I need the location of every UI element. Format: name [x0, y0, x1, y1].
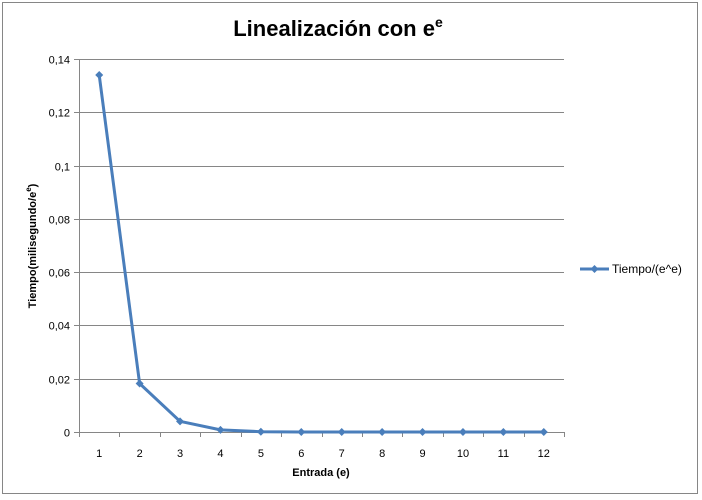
y-axis-title: Tiempo(milisegundo/ee) [24, 183, 39, 308]
series-line [97, 74, 544, 434]
x-tick-label: 11 [498, 448, 509, 460]
data-point-marker [418, 428, 427, 436]
y-tick-labels: 0 0,02 0,04 0,06 0,08 0,1 0,12 0,14 [49, 55, 70, 440]
data-point-marker [539, 428, 548, 436]
x-tick-label: 9 [419, 448, 425, 460]
legend-label: Tiempo/(e^e) [612, 262, 682, 276]
data-point-marker [458, 428, 467, 436]
legend: Tiempo/(e^e) [580, 262, 682, 276]
y-tick-label: 0,06 [49, 268, 70, 280]
chart-title-superscript: e [435, 14, 443, 30]
data-point-marker [378, 428, 387, 436]
series-layer [95, 70, 548, 436]
data-point-marker [256, 427, 265, 436]
y-tick-label: 0,14 [49, 55, 70, 67]
y-tick-label: 0,08 [49, 215, 70, 227]
y-axis-title-suffix: ) [27, 183, 39, 187]
data-point-marker [297, 428, 306, 436]
y-tick-label: 0,04 [49, 321, 70, 333]
data-point-marker [95, 70, 104, 79]
chart-area: Linealización con ee 0 0,02 0,04 0,06 0,08 0,… [2, 2, 698, 494]
y-tick-label: 0 [64, 428, 70, 440]
line-chart: Linealización con ee 0 0,02 0,04 0,06 0,08 0,… [24, 14, 682, 479]
x-tick-label: 10 [457, 448, 469, 460]
x-tick-label: 6 [298, 448, 304, 460]
y-axis-title-superscript: e [24, 187, 33, 192]
axes [74, 59, 565, 437]
data-point-marker [499, 428, 508, 436]
data-point-marker [337, 428, 346, 436]
x-tick-label: 1 [96, 448, 102, 460]
y-tick-label: 0,12 [49, 108, 70, 120]
x-axis-title: Entrada (e) [292, 467, 350, 479]
legend-diamond-marker [590, 265, 599, 273]
data-point-marker [135, 379, 144, 388]
x-tick-label: 2 [137, 448, 143, 460]
x-tick-label: 5 [258, 448, 264, 460]
chart-title: Linealización con ee [233, 14, 443, 41]
data-point-marker [176, 417, 185, 426]
gridlines [79, 59, 564, 380]
x-tick-label: 7 [339, 448, 345, 460]
x-tick-label: 4 [217, 448, 223, 460]
x-tick-label: 12 [538, 448, 550, 460]
data-point-marker [216, 425, 225, 434]
x-tick-labels: 1 2 3 4 5 6 7 8 9 10 11 12 [96, 448, 550, 460]
y-tick-label: 0,1 [55, 162, 70, 174]
y-tick-label: 0,02 [49, 375, 70, 387]
x-tick-label: 3 [177, 448, 183, 460]
x-tick-label: 8 [379, 448, 385, 460]
